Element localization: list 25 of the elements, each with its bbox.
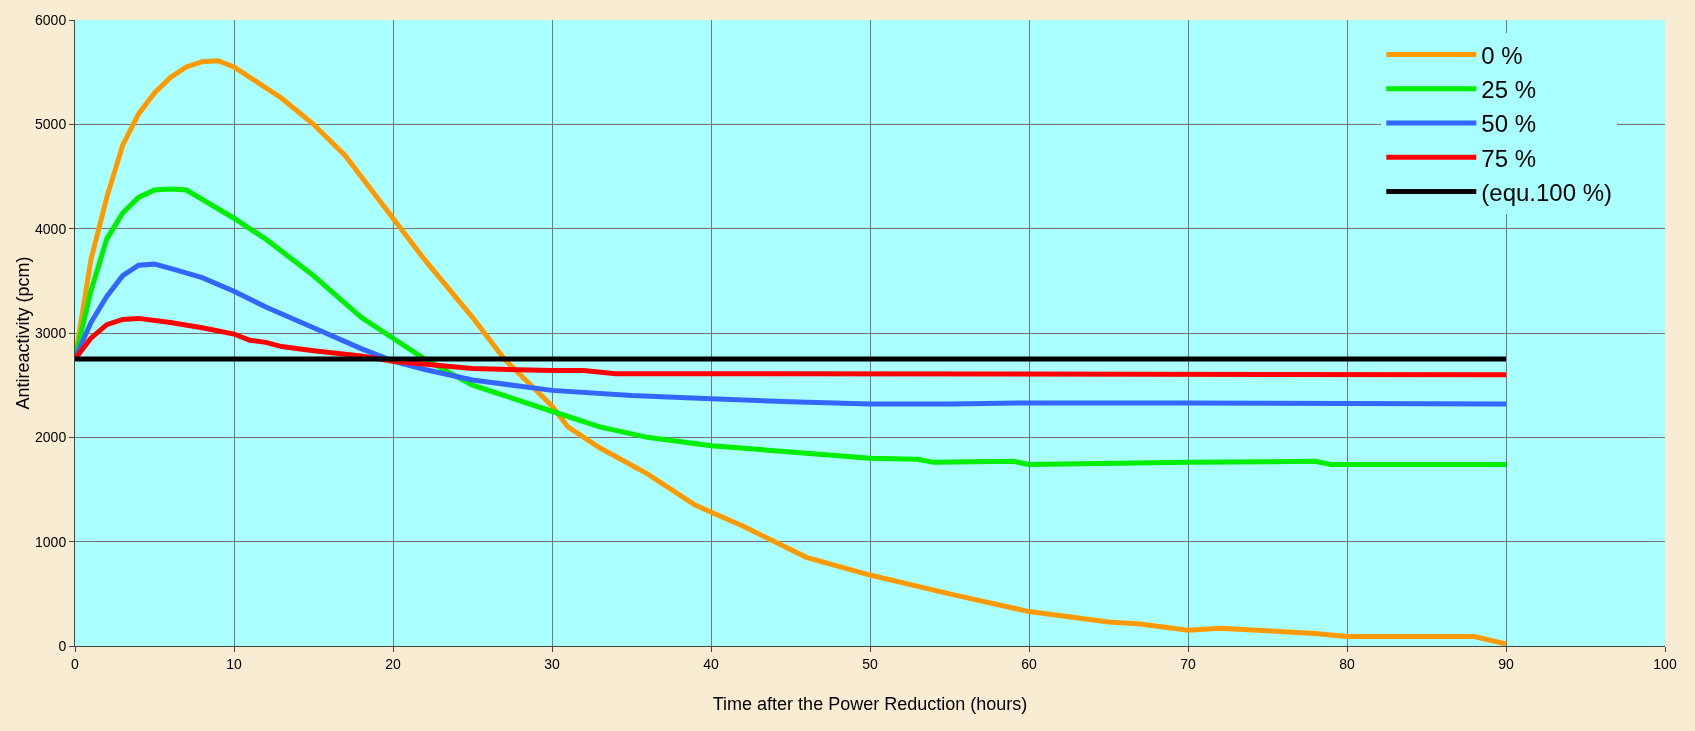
y-tick-label: 2000 (35, 429, 67, 446)
x-tick-label: 70 (1180, 655, 1196, 672)
y-axis-title: Antireactivity (pcm) (13, 256, 33, 410)
x-tick-label: 90 (1498, 655, 1514, 672)
legend-label: 25 % (1481, 76, 1536, 104)
legend-label: (equ.100 %) (1481, 178, 1613, 206)
y-tick-label: 5000 (35, 116, 67, 133)
x-tick-label: 40 (703, 655, 719, 672)
x-tick-label: 80 (1339, 655, 1355, 672)
legend-label: 75 % (1481, 144, 1536, 172)
legend-label: 50 % (1481, 110, 1536, 138)
x-tick-label: 100 (1653, 655, 1677, 672)
x-tick-label: 0 (71, 655, 80, 672)
x-tick-label: 20 (385, 655, 401, 672)
y-tick-label: 3000 (35, 324, 67, 341)
x-axis-title: Time after the Power Reduction (hours) (712, 694, 1028, 714)
legend-label: 0 % (1481, 41, 1523, 69)
y-tick-label: 1000 (35, 533, 67, 550)
y-tick-label: 4000 (35, 220, 67, 237)
y-tick-label: 0 (58, 637, 67, 654)
x-tick-label: 50 (862, 655, 878, 672)
y-tick-label: 6000 (35, 11, 67, 28)
x-tick-label: 30 (544, 655, 560, 672)
x-tick-label: 60 (1021, 655, 1037, 672)
x-tick-label: 10 (226, 655, 242, 672)
